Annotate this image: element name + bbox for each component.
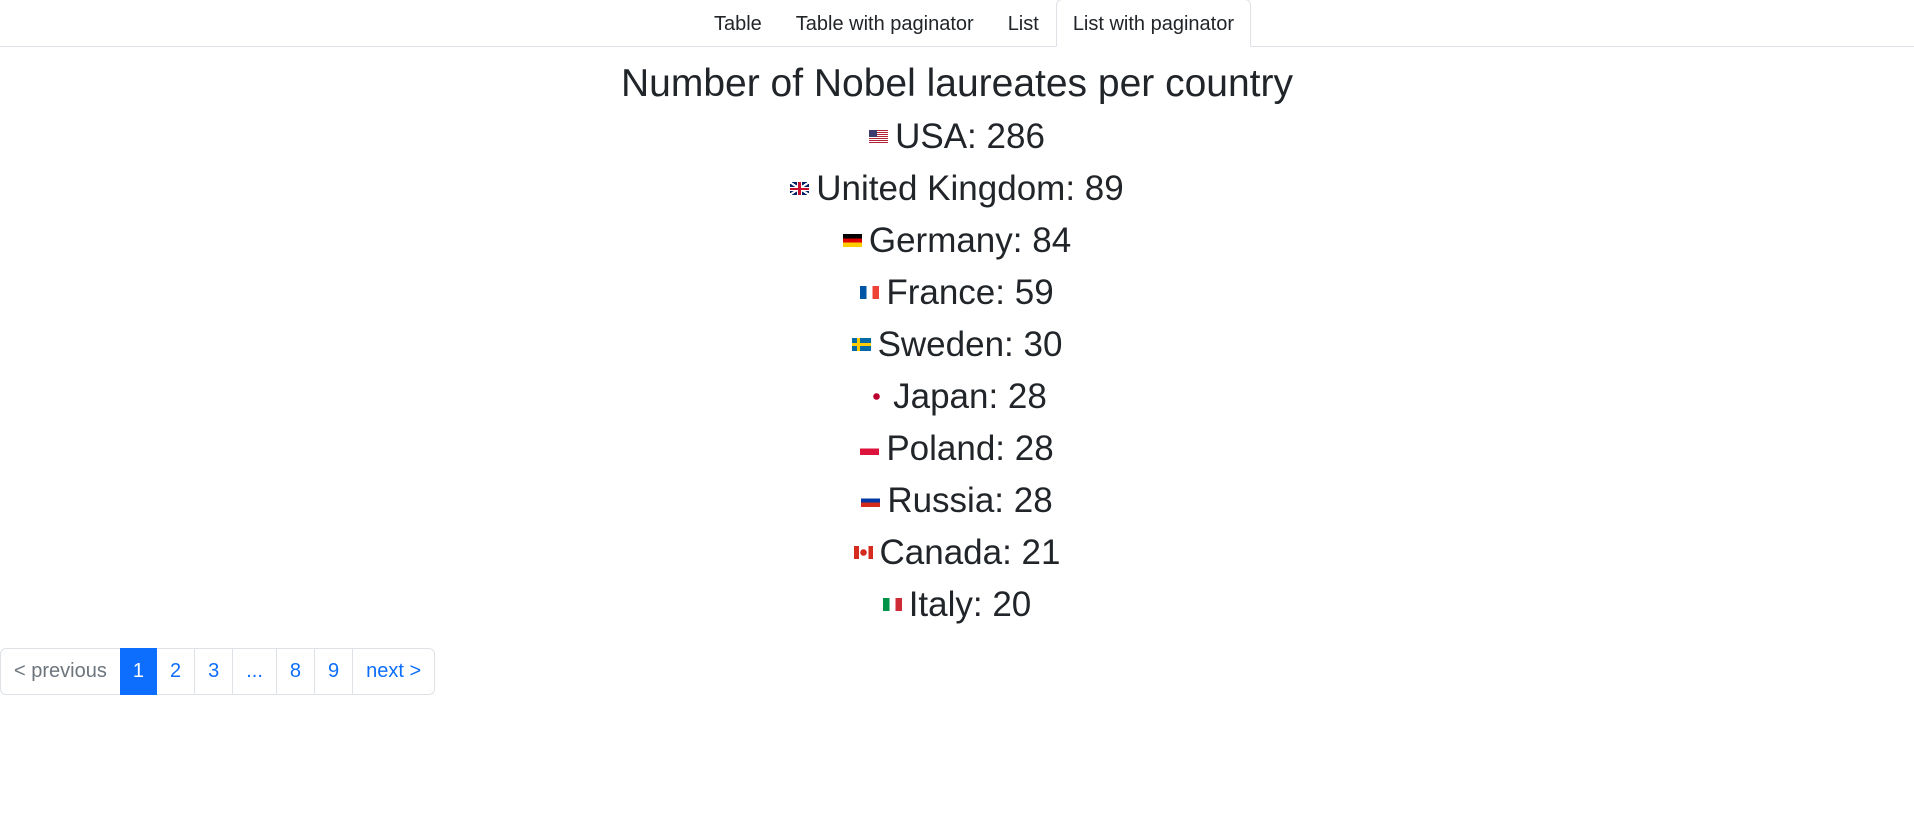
list-item: USA: 286 bbox=[0, 111, 1914, 163]
list-item-text: Sweden: 30 bbox=[877, 325, 1063, 364]
tab-list: Table Table with paginator List List wit… bbox=[697, 0, 1252, 47]
page-ellipsis-button[interactable]: ... bbox=[232, 648, 277, 695]
page-3-button[interactable]: 3 bbox=[194, 648, 234, 695]
tab-table-with-paginator[interactable]: Table with paginator bbox=[795, 13, 974, 35]
list-item-text: Russia: 28 bbox=[887, 481, 1053, 520]
list-item: Japan: 28 bbox=[0, 371, 1914, 423]
list-item: Sweden: 30 bbox=[0, 319, 1914, 371]
us-flag-icon bbox=[869, 130, 889, 144]
previous-page-button: < previous bbox=[0, 648, 121, 695]
laureates-list: USA: 286 United Kingdom: 89 Germany: 84 … bbox=[0, 111, 1914, 631]
list-item: Poland: 28 bbox=[0, 423, 1914, 475]
page-9-button[interactable]: 9 bbox=[314, 648, 354, 695]
page-8-button[interactable]: 8 bbox=[275, 648, 316, 695]
list-item: France: 59 bbox=[0, 267, 1914, 319]
italy-flag-icon bbox=[882, 598, 902, 612]
germany-flag-icon bbox=[842, 234, 862, 248]
list-item: Germany: 84 bbox=[0, 215, 1914, 267]
tab-list[interactable]: List bbox=[1007, 13, 1039, 35]
list-item-text: Canada: 21 bbox=[879, 533, 1061, 572]
page-title: Number of Nobel laureates per country bbox=[620, 62, 1293, 105]
tab-table[interactable]: Table bbox=[713, 13, 762, 35]
list-item: Russia: 28 bbox=[0, 475, 1914, 527]
list-item-text: Poland: 28 bbox=[886, 429, 1054, 468]
canada-flag-icon bbox=[853, 546, 873, 560]
sweden-flag-icon bbox=[851, 338, 871, 352]
tab-list-with-paginator[interactable]: List with paginator bbox=[1055, 0, 1252, 47]
russia-flag-icon bbox=[861, 494, 881, 508]
next-page-button[interactable]: next > bbox=[352, 648, 436, 695]
paginator: < previous 1 2 3 ... 8 9 next > bbox=[0, 648, 436, 695]
france-flag-icon bbox=[860, 286, 880, 300]
uk-flag-icon bbox=[790, 182, 810, 196]
list-item-text: Germany: 84 bbox=[868, 221, 1072, 260]
list-item-text: France: 59 bbox=[886, 273, 1054, 312]
page-1-button[interactable]: 1 bbox=[119, 648, 157, 695]
list-item: Canada: 21 bbox=[0, 527, 1914, 579]
main-content: Number of Nobel laureates per country US… bbox=[0, 61, 1914, 631]
nav-tabs: Table Table with paginator List List wit… bbox=[0, 0, 1914, 47]
page-2-button[interactable]: 2 bbox=[155, 648, 196, 695]
japan-flag-icon bbox=[867, 390, 887, 404]
list-item: Italy: 20 bbox=[0, 579, 1914, 631]
list-item-text: USA: 286 bbox=[895, 117, 1045, 156]
list-item: United Kingdom: 89 bbox=[0, 163, 1914, 215]
list-item-text: Italy: 20 bbox=[908, 585, 1032, 624]
list-item-text: Japan: 28 bbox=[893, 377, 1047, 416]
list-item-text: United Kingdom: 89 bbox=[816, 169, 1124, 208]
poland-flag-icon bbox=[860, 442, 880, 456]
